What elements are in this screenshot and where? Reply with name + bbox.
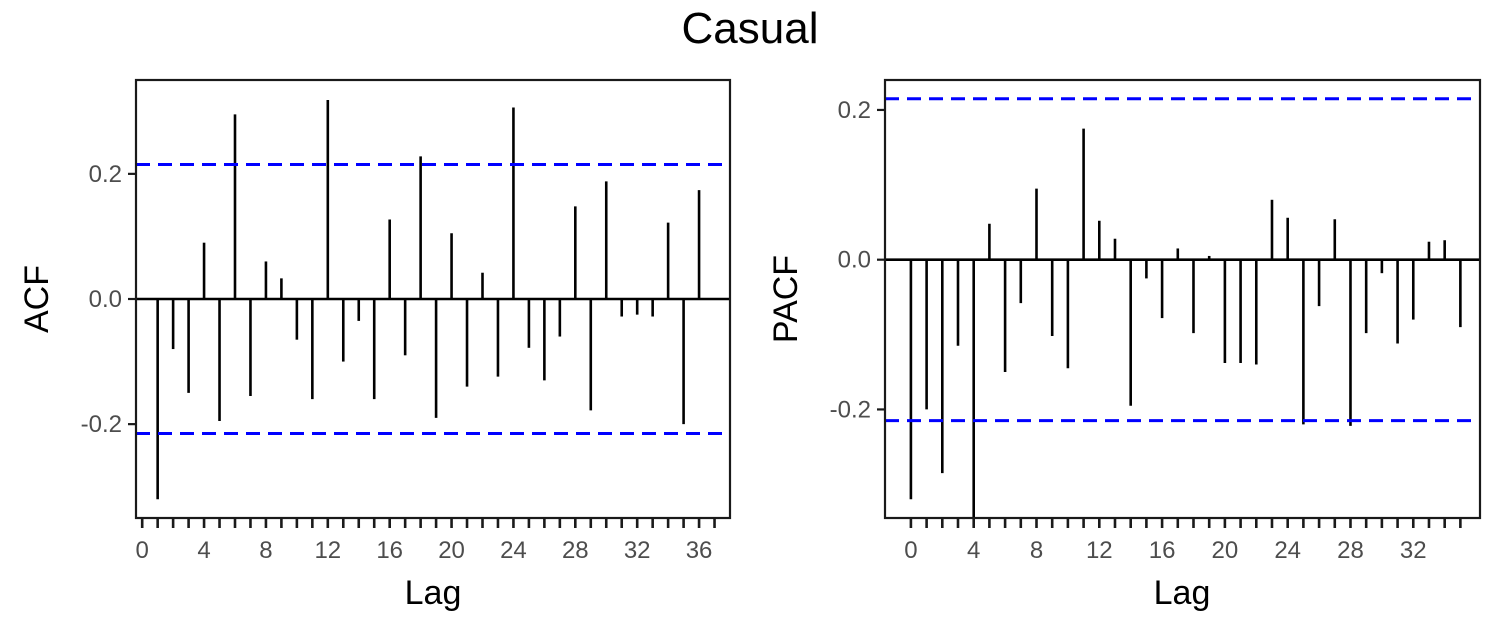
acf-x-tick-label: 24	[500, 537, 527, 564]
acf-ticks: 0 4 8 12 16 20 24 28 32 36 -0.2 0.0 0.2	[81, 161, 716, 564]
pacf-y-axis-title: PACF	[767, 255, 805, 343]
pacf-y-tick-label: 0.2	[838, 97, 871, 124]
pacf-x-tick-label: 12	[1086, 537, 1113, 564]
pacf-x-tick-label: 0	[904, 537, 917, 564]
acf-x-tick-label: 4	[197, 537, 210, 564]
pacf-x-tick-label: 16	[1149, 537, 1176, 564]
pacf-x-tick-label: 28	[1337, 537, 1364, 564]
acf-panel: 0 4 8 12 16 20 24 28 32 36 -0.2 0.0 0.2 ACF Lag	[18, 78, 732, 612]
acf-x-tick-label: 20	[438, 537, 465, 564]
figure-title: Casual	[682, 4, 819, 53]
acf-x-tick-label: 0	[136, 537, 149, 564]
acf-y-axis-title: ACF	[18, 265, 56, 333]
acf-y-tick-label: 0.2	[89, 161, 122, 188]
pacf-y-tick-label: -0.2	[830, 396, 871, 423]
pacf-x-tick-label: 8	[1030, 537, 1043, 564]
acf-x-tick-label: 16	[376, 537, 403, 564]
acf-x-tick-label: 32	[624, 537, 651, 564]
pacf-plot-border	[883, 78, 1482, 520]
acf-y-tick-label: 0.0	[89, 286, 122, 313]
pacf-x-axis-title: Lag	[1154, 574, 1211, 612]
acf-y-tick-label: -0.2	[81, 411, 122, 438]
pacf-panel: 0 4 8 12 16 20 24 28 32 -0.2 0.0 0.2 PACF Lag	[767, 78, 1482, 612]
pacf-x-tick-label: 4	[967, 537, 980, 564]
pacf-x-tick-label: 24	[1274, 537, 1301, 564]
pacf-x-tick-label: 20	[1212, 537, 1239, 564]
acf-x-axis-title: Lag	[405, 574, 462, 612]
acf-x-tick-label: 12	[314, 537, 341, 564]
pacf-x-tick-label: 32	[1400, 537, 1427, 564]
pacf-y-tick-label: 0.0	[838, 247, 871, 274]
acf-stems	[136, 100, 730, 500]
acf-x-tick-label: 28	[562, 537, 589, 564]
pacf-ticks: 0 4 8 12 16 20 24 28 32 -0.2 0.0 0.2	[830, 97, 1462, 564]
pacf-stems	[885, 97, 1480, 518]
acf-x-tick-label: 8	[259, 537, 272, 564]
acf-plot-border	[134, 78, 732, 520]
acf-x-tick-label: 36	[686, 537, 713, 564]
